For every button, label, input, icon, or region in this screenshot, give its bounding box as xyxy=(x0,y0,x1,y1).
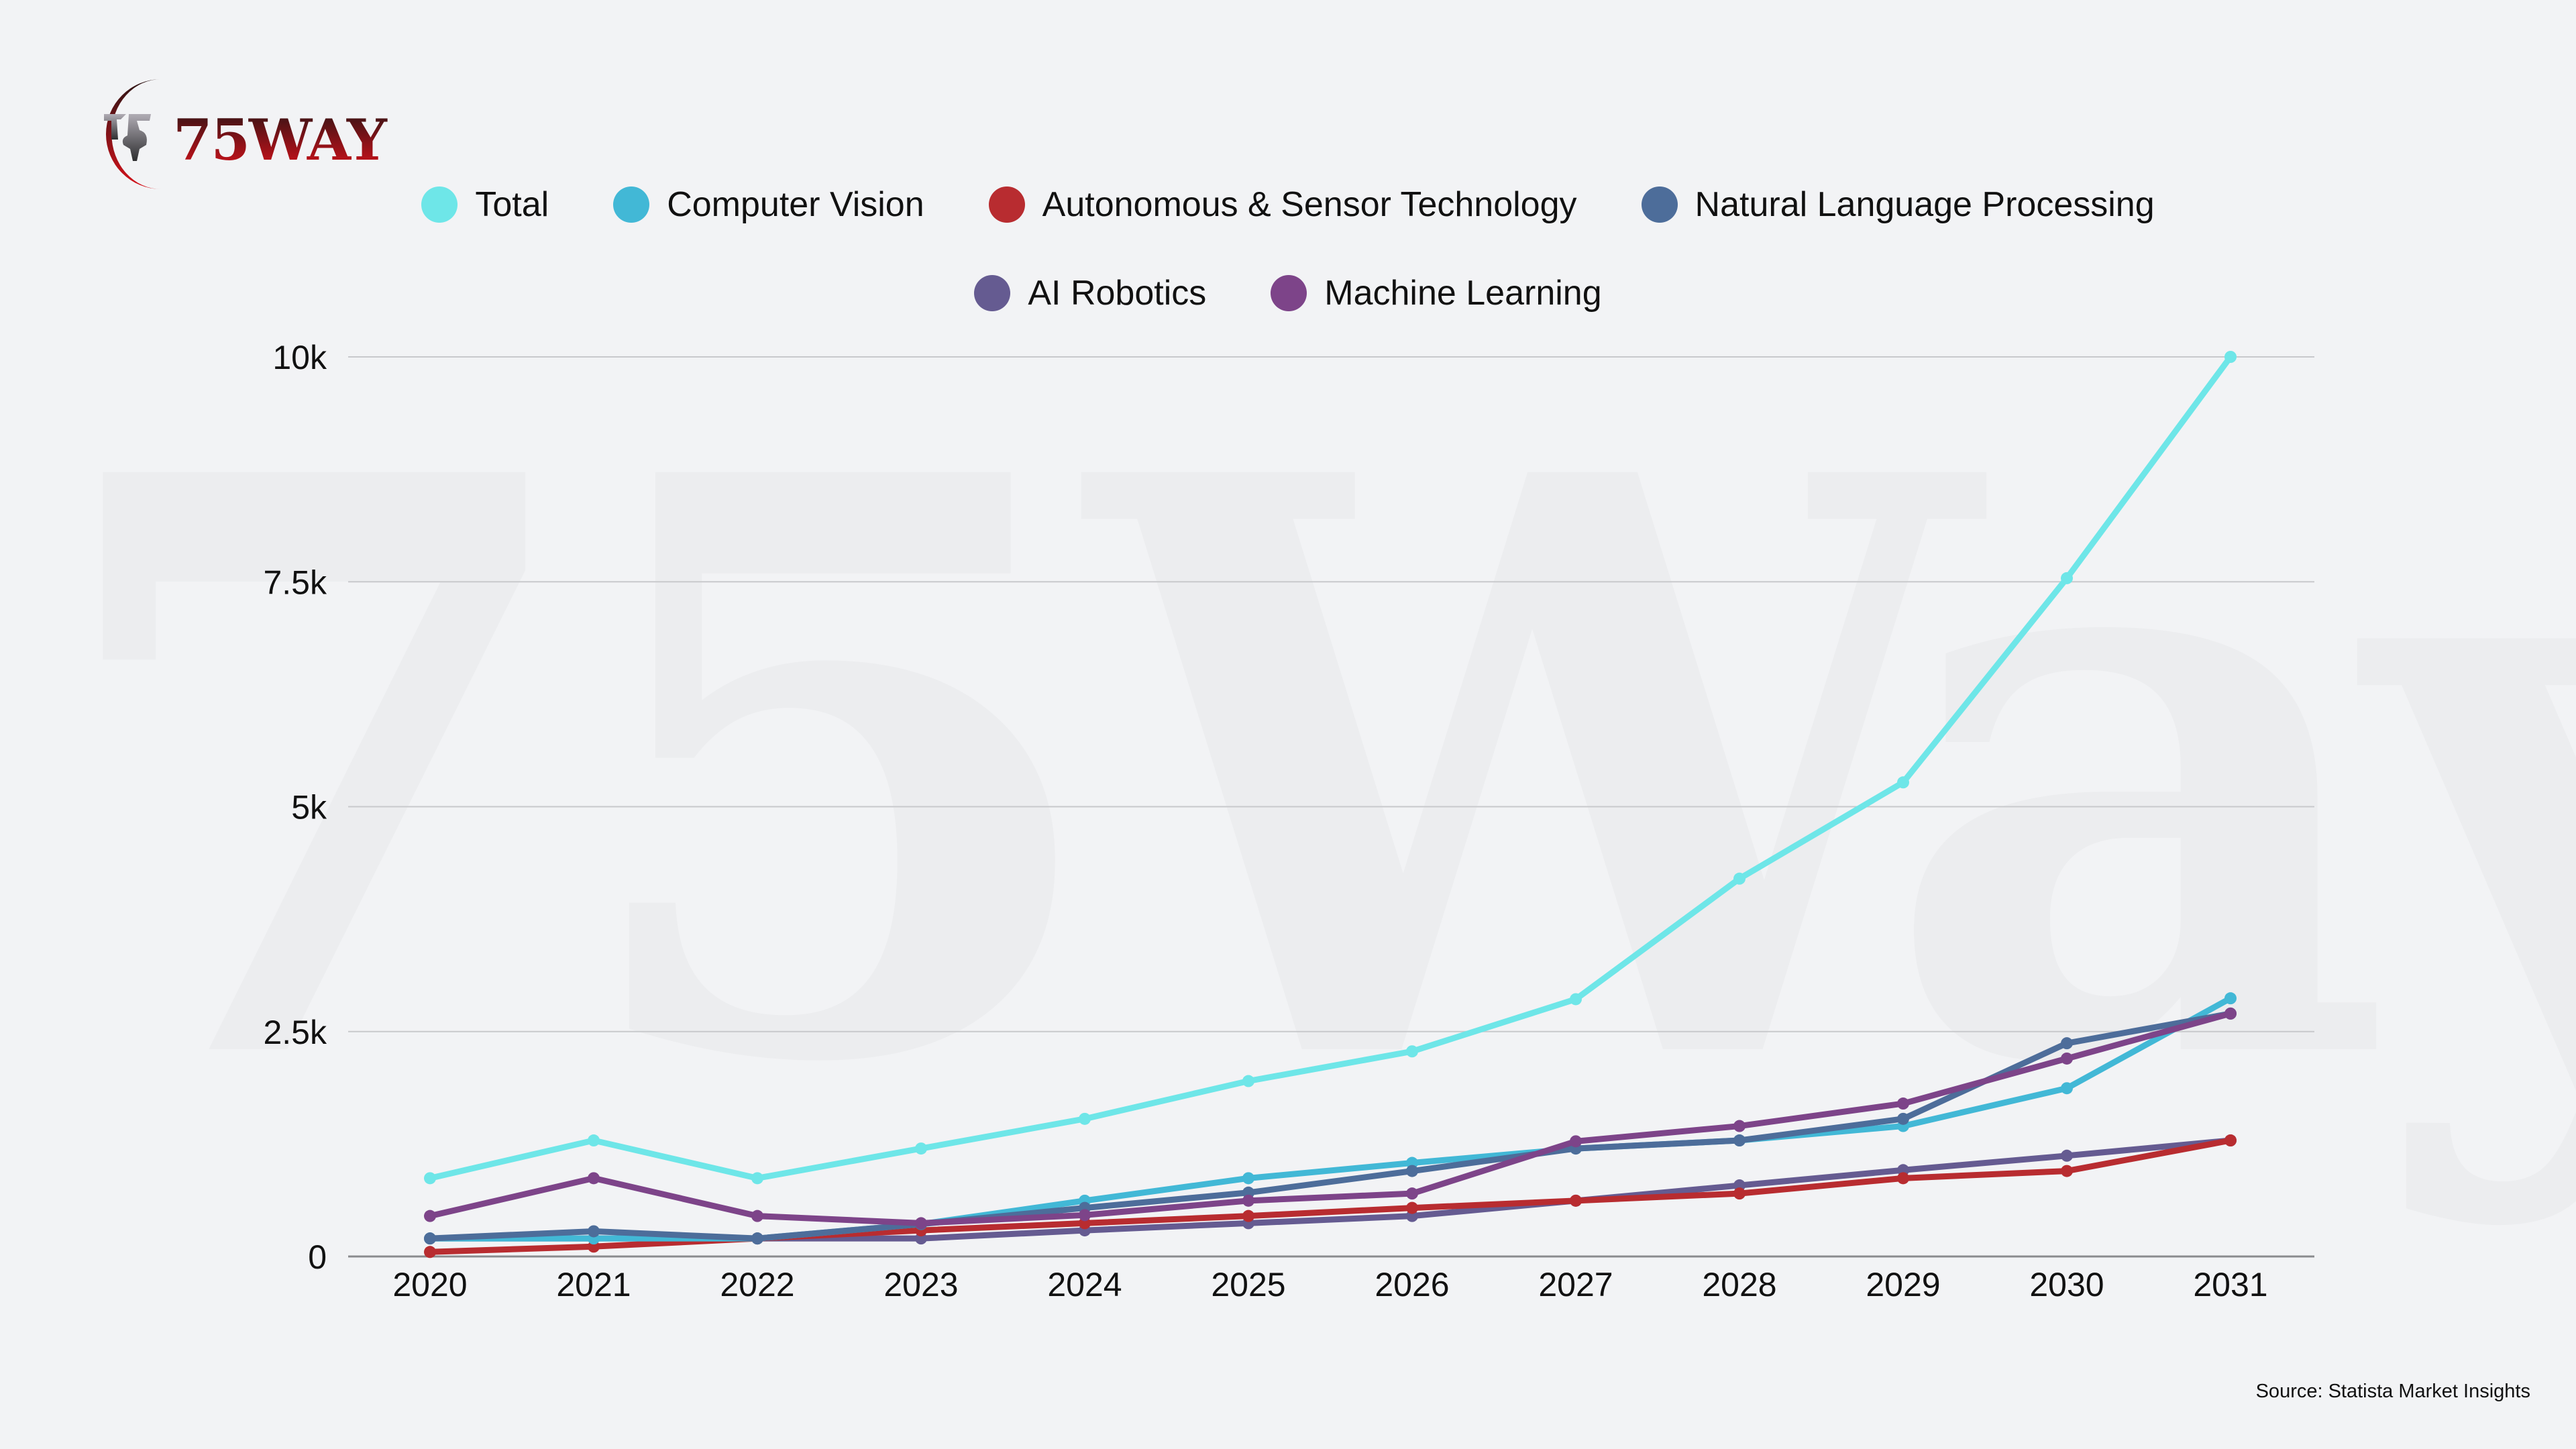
gridlines xyxy=(348,356,2314,1032)
data-point-natural-language-processing[interactable] xyxy=(588,1225,600,1238)
y-tick-label: 5k xyxy=(291,789,327,826)
x-tick-label: 2022 xyxy=(720,1266,794,1303)
x-tick-label: 2030 xyxy=(2029,1266,2104,1303)
data-point-natural-language-processing[interactable] xyxy=(424,1232,436,1245)
source-note: Source: Statista Market Insights xyxy=(2255,1381,2530,1402)
data-point-natural-language-processing[interactable] xyxy=(751,1232,763,1245)
legend-item-machine-learning[interactable]: Machine Learning xyxy=(1271,264,1602,322)
series-line-natural-language-processing xyxy=(427,1010,2234,1242)
data-point-machine-learning[interactable] xyxy=(1079,1209,1091,1222)
data-point-ai-robotics[interactable] xyxy=(2061,1149,2073,1162)
legend-dot-icon xyxy=(421,186,458,223)
legend-dot-icon xyxy=(988,186,1025,223)
legend-row-1: Total Computer Vision Autonomous & Senso… xyxy=(0,176,2576,233)
data-point-computer-vision[interactable] xyxy=(1242,1172,1254,1185)
data-point-total[interactable] xyxy=(588,1134,600,1147)
x-tick-label: 2027 xyxy=(1538,1266,1613,1303)
logo-text: 75WAY xyxy=(173,107,388,173)
y-tick-label: 0 xyxy=(308,1238,327,1276)
data-point-computer-vision[interactable] xyxy=(2224,992,2237,1005)
y-axis-ticks: 0 2.5k 5k 7.5k 10k xyxy=(263,339,327,1276)
y-tick-label: 7.5k xyxy=(263,564,327,601)
series-lines xyxy=(424,351,2237,1258)
logo-emblem-icon xyxy=(104,114,151,161)
legend-item-autonomous-sensor[interactable]: Autonomous & Sensor Technology xyxy=(988,176,1577,233)
y-tick-label: 10k xyxy=(272,339,327,376)
data-point-machine-learning[interactable] xyxy=(915,1217,927,1230)
data-point-computer-vision[interactable] xyxy=(2061,1082,2073,1095)
series-computer-vision xyxy=(424,992,2237,1245)
legend-item-computer-vision[interactable]: Computer Vision xyxy=(613,176,924,233)
legend-label: Computer Vision xyxy=(667,185,924,224)
data-point-natural-language-processing[interactable] xyxy=(2061,1037,2073,1050)
data-point-autonomous-sensor-technology[interactable] xyxy=(1897,1172,1909,1185)
series-machine-learning xyxy=(424,1007,2237,1230)
data-point-total[interactable] xyxy=(915,1142,927,1155)
data-point-autonomous-sensor-technology[interactable] xyxy=(2061,1165,2073,1177)
data-point-total[interactable] xyxy=(2224,351,2237,363)
data-point-total[interactable] xyxy=(751,1172,763,1185)
data-point-total[interactable] xyxy=(1079,1112,1091,1125)
legend-row-2: AI Robotics Machine Learning xyxy=(0,264,2576,322)
x-tick-label: 2024 xyxy=(1047,1266,1122,1303)
legend-label: AI Robotics xyxy=(1028,274,1207,313)
data-point-machine-learning[interactable] xyxy=(2061,1052,2073,1065)
legend-label: Natural Language Processing xyxy=(1695,185,2155,224)
data-point-autonomous-sensor-technology[interactable] xyxy=(1733,1187,1746,1200)
data-point-machine-learning[interactable] xyxy=(1733,1120,1746,1132)
series-line-ai-robotics xyxy=(427,1137,2234,1242)
series-total xyxy=(424,351,2237,1185)
x-tick-label: 2025 xyxy=(1211,1266,1285,1303)
data-point-machine-learning[interactable] xyxy=(1406,1187,1418,1200)
data-point-natural-language-processing[interactable] xyxy=(1733,1134,1746,1147)
legend-item-total[interactable]: Total xyxy=(421,176,549,233)
data-point-total[interactable] xyxy=(2061,572,2073,584)
data-point-machine-learning[interactable] xyxy=(588,1172,600,1185)
chart-legend: Total Computer Vision Autonomous & Senso… xyxy=(0,176,2576,322)
legend-dot-icon xyxy=(1271,275,1307,311)
legend-label: Autonomous & Sensor Technology xyxy=(1042,185,1577,224)
x-tick-label: 2020 xyxy=(392,1266,467,1303)
brand-logo: 75WAY xyxy=(104,78,389,189)
data-point-total[interactable] xyxy=(424,1172,436,1185)
x-tick-label: 2028 xyxy=(1702,1266,1776,1303)
legend-dot-icon xyxy=(613,186,650,223)
data-point-autonomous-sensor-technology[interactable] xyxy=(2224,1134,2237,1147)
data-point-natural-language-processing[interactable] xyxy=(1897,1112,1909,1125)
data-point-autonomous-sensor-technology[interactable] xyxy=(424,1246,436,1258)
legend-item-nlp[interactable]: Natural Language Processing xyxy=(1641,176,2155,233)
data-point-machine-learning[interactable] xyxy=(1242,1194,1254,1207)
data-point-total[interactable] xyxy=(1406,1045,1418,1058)
data-point-machine-learning[interactable] xyxy=(2224,1007,2237,1020)
data-point-autonomous-sensor-technology[interactable] xyxy=(1406,1201,1418,1214)
data-point-machine-learning[interactable] xyxy=(1570,1135,1582,1148)
data-point-natural-language-processing[interactable] xyxy=(1406,1165,1418,1177)
series-ai-robotics xyxy=(424,1134,2237,1245)
legend-dot-icon xyxy=(1641,186,1678,223)
data-point-machine-learning[interactable] xyxy=(424,1210,436,1222)
legend-dot-icon xyxy=(974,275,1011,311)
data-point-total[interactable] xyxy=(1733,872,1746,885)
legend-label: Machine Learning xyxy=(1324,274,1602,313)
data-point-total[interactable] xyxy=(1570,993,1582,1006)
data-point-total[interactable] xyxy=(1242,1075,1254,1087)
data-point-autonomous-sensor-technology[interactable] xyxy=(1242,1210,1254,1222)
x-tick-label: 2031 xyxy=(2193,1266,2267,1303)
x-tick-label: 2026 xyxy=(1375,1266,1449,1303)
x-tick-label: 2023 xyxy=(883,1266,958,1303)
data-point-total[interactable] xyxy=(1897,776,1909,789)
x-tick-label: 2021 xyxy=(556,1266,631,1303)
legend-item-ai-robotics[interactable]: AI Robotics xyxy=(974,264,1206,322)
legend-label: Total xyxy=(475,185,549,224)
data-point-machine-learning[interactable] xyxy=(1897,1097,1909,1110)
data-point-machine-learning[interactable] xyxy=(751,1210,763,1222)
x-axis-ticks: 2020 2021 2022 2023 2024 2025 2026 2027 2028 2029… xyxy=(392,1266,2267,1303)
x-tick-label: 2029 xyxy=(1866,1266,1940,1303)
data-point-autonomous-sensor-technology[interactable] xyxy=(1570,1194,1582,1207)
y-tick-label: 2.5k xyxy=(263,1014,327,1051)
series-line-total xyxy=(427,354,2234,1181)
series-line-machine-learning xyxy=(427,1010,2234,1226)
